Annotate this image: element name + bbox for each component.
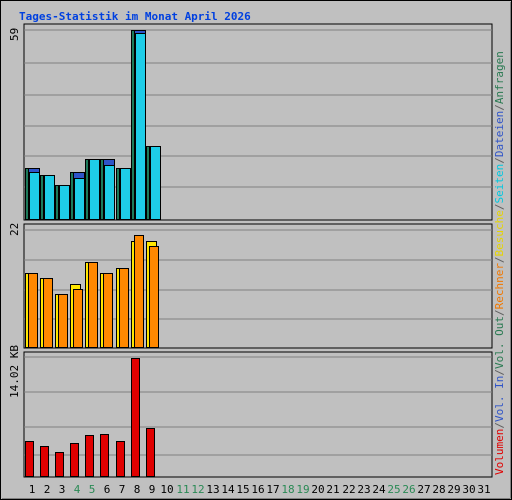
panels <box>23 23 493 478</box>
legend-entry: Besuche <box>493 210 506 256</box>
bottom-bar-volumen <box>70 443 79 477</box>
day-label: 20 <box>311 483 324 496</box>
day-label: 25 <box>387 483 400 496</box>
bottom-panel <box>23 351 493 478</box>
middle-bar-rechner <box>103 273 113 348</box>
day-label: 4 <box>74 483 81 496</box>
day-label: 19 <box>296 483 309 496</box>
legend-entry: Seiten <box>493 164 506 204</box>
top-bar-seiten <box>44 175 55 220</box>
day-label: 2 <box>44 483 51 496</box>
middle-bar-rechner <box>149 246 159 348</box>
bars <box>25 30 161 477</box>
bottom-bar-volumen <box>25 441 34 477</box>
day-label: 18 <box>281 483 294 496</box>
middle-bar-rechner <box>119 268 129 348</box>
middle-bar-rechner <box>28 273 38 348</box>
top-bar-seiten <box>104 165 115 220</box>
legend-entry: Rechner <box>493 263 506 310</box>
day-label: 26 <box>402 483 415 496</box>
legend-entry: / <box>493 309 506 316</box>
day-label: 10 <box>160 483 173 496</box>
day-label: 17 <box>266 483 279 496</box>
day-label: 31 <box>477 483 490 496</box>
chart-title: Tages-Statistik im Monat April 2026 <box>19 10 251 23</box>
legend-entry: Dateien <box>493 111 506 157</box>
legend-entry: Volumen <box>493 429 506 475</box>
legend-entry: Vol. In <box>493 376 506 422</box>
day-label: 28 <box>432 483 445 496</box>
day-label: 23 <box>357 483 370 496</box>
day-label: 24 <box>372 483 386 496</box>
legend-entry: / <box>493 203 506 210</box>
day-label: 15 <box>236 483 249 496</box>
day-label: 3 <box>59 483 66 496</box>
middle-bar-rechner <box>88 262 98 348</box>
day-labels: 1 2 3 4 5 6 7 8 9 10 11 12 13 14 15 16 17 18 19 20 21 22 23 24 2… <box>29 483 491 496</box>
day-label: 14 <box>221 483 235 496</box>
middle-bar-rechner <box>43 278 53 348</box>
middle-bar-rechner <box>58 294 68 348</box>
legend-entry: / <box>493 256 506 263</box>
legend-entry: / <box>493 104 506 111</box>
day-label: 13 <box>206 483 219 496</box>
bottom-bar-volumen <box>146 428 155 477</box>
legend-entry: Vol. Out <box>493 316 506 369</box>
day-label: 6 <box>104 483 111 496</box>
top-bar-seiten <box>29 172 40 220</box>
legend-entry: Anfragen <box>493 51 506 104</box>
top-bar-seiten <box>135 33 146 220</box>
top-bar-seiten <box>89 159 100 220</box>
legend-entry: / <box>493 422 506 429</box>
bottom-bar-volumen <box>116 441 125 477</box>
legend-entry: / <box>493 369 506 376</box>
legend-right: Volumen/Vol. In/Vol. Out/Rechner/Besuche… <box>493 51 506 475</box>
bottom-panel-max-label: 14.02 KB <box>8 345 21 398</box>
top-panel-max-label: 59 <box>8 28 21 41</box>
day-label: 27 <box>417 483 430 496</box>
bottom-bar-volumen <box>55 452 64 477</box>
top-bar-seiten <box>120 168 131 220</box>
middle-bar-rechner <box>134 235 144 348</box>
day-label: 1 <box>29 483 36 496</box>
day-label: 8 <box>134 483 141 496</box>
day-label: 21 <box>326 483 339 496</box>
day-label: 9 <box>149 483 156 496</box>
middle-panel-max-label: 22 <box>8 223 21 236</box>
day-label: 12 <box>191 483 204 496</box>
bottom-bar-volumen <box>100 434 109 477</box>
day-label: 30 <box>462 483 475 496</box>
top-bar-seiten <box>150 146 161 220</box>
bottom-bar-volumen <box>85 435 94 477</box>
bottom-bar-volumen <box>40 446 49 477</box>
legend-entry: / <box>493 157 506 164</box>
day-label: 5 <box>89 483 96 496</box>
top-bar-seiten <box>74 178 85 220</box>
day-label: 11 <box>176 483 189 496</box>
day-label: 7 <box>119 483 126 496</box>
bottom-bar-volumen <box>131 358 140 477</box>
day-label: 16 <box>251 483 264 496</box>
top-bar-seiten <box>59 185 70 220</box>
middle-bar-rechner <box>73 289 83 348</box>
day-label: 22 <box>342 483 355 496</box>
day-label: 29 <box>447 483 460 496</box>
